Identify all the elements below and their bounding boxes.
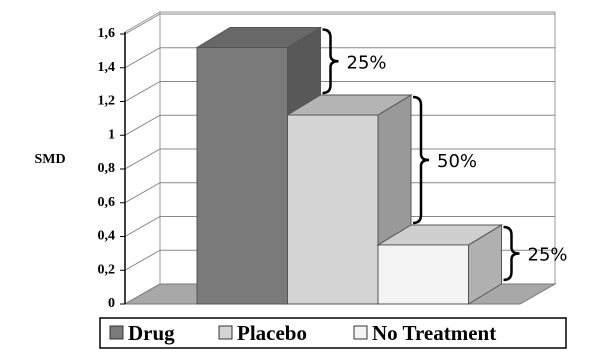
legend-swatch	[353, 325, 368, 340]
brace	[503, 225, 520, 282]
y-tick-label: 1,4	[98, 60, 116, 75]
bar	[196, 47, 288, 305]
bar	[377, 244, 469, 305]
legend-label: Placebo	[237, 321, 307, 345]
legend-swatch	[218, 325, 233, 340]
y-axis-label: SMD	[34, 152, 65, 167]
y-tick-label: 0,6	[98, 195, 116, 210]
y-tick-label: 0	[108, 296, 115, 311]
grid-line	[124, 216, 555, 237]
grid-line	[124, 81, 555, 102]
grid-line	[124, 148, 555, 170]
y-tick-label: 0,2	[98, 262, 116, 277]
annotation: 50%	[437, 151, 477, 172]
y-tick-label: 1	[108, 127, 115, 142]
y-tick-label: 1,6	[98, 26, 116, 41]
legend-box	[99, 317, 567, 349]
y-tick-label: 0,4	[98, 229, 116, 244]
annotation: 25%	[528, 244, 568, 265]
brace	[322, 28, 339, 95]
legend-label: No Treatment	[372, 321, 496, 345]
annotation: 25%	[347, 52, 387, 73]
legend-swatch	[109, 325, 124, 340]
grid-line	[124, 114, 555, 136]
grid-line	[124, 13, 555, 35]
y-tick-label: 1,2	[98, 94, 116, 109]
brace	[412, 95, 430, 225]
legend-label: Drug	[128, 321, 175, 345]
grid-line	[124, 182, 555, 204]
bar	[287, 114, 379, 305]
y-tick-label: 0,8	[98, 161, 116, 176]
grid-line	[124, 47, 555, 69]
